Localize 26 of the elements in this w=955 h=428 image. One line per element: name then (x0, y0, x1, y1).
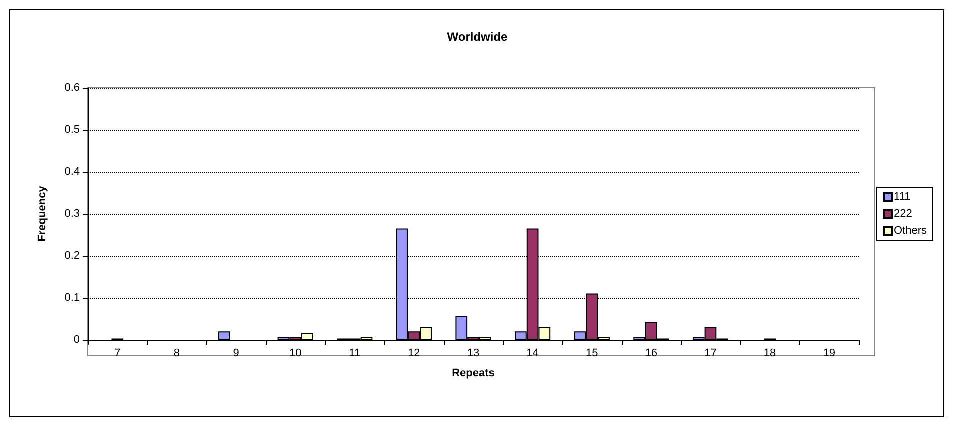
x-tick-label: 9 (233, 348, 240, 360)
x-tick-label: 15 (586, 348, 598, 360)
y-tick-label: 0.5 (64, 124, 80, 136)
x-tick-label: 14 (526, 348, 539, 360)
x-axis-title: Repeats (452, 368, 495, 380)
x-tick-label: 18 (764, 348, 776, 360)
y-tick-label: 0.6 (64, 82, 80, 94)
legend-label: 222 (894, 208, 912, 220)
x-tick-label: 19 (823, 348, 836, 360)
x-tick-label: 17 (704, 348, 717, 360)
x-tick-label: 13 (467, 348, 480, 360)
legend-label: 111 (894, 191, 911, 203)
y-tick-label: 0.1 (64, 292, 80, 304)
x-tick-label: 10 (289, 348, 302, 360)
x-tick-label: 8 (174, 348, 180, 360)
y-tick-label: 0 (74, 334, 80, 346)
y-tick-label: 0.4 (64, 166, 80, 178)
x-tick-label: 7 (114, 348, 121, 360)
chart-title: Worldwide (447, 30, 508, 44)
y-tick-label: 0.2 (64, 250, 80, 262)
x-tick-label: 12 (408, 348, 420, 360)
x-tick-label: 16 (645, 348, 658, 360)
legend-label: Others (894, 225, 928, 237)
y-tick-label: 0.3 (64, 208, 80, 220)
x-tick-label: 11 (349, 348, 361, 360)
y-axis-title: Frequency (36, 185, 48, 242)
